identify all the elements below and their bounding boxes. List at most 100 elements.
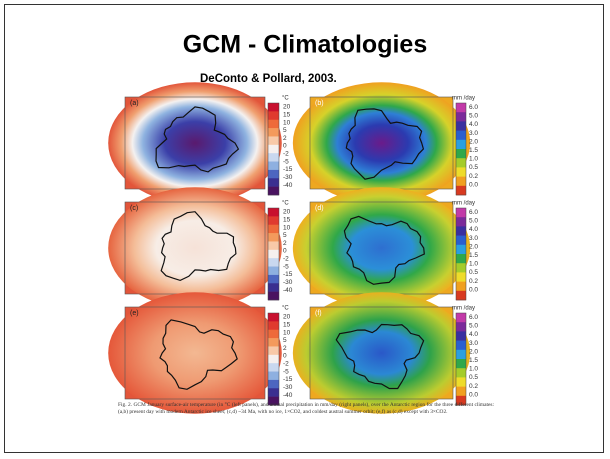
scale-label: 10: [283, 119, 291, 126]
scale-label: 20: [283, 104, 291, 111]
panel-label: (d): [315, 205, 324, 212]
colorbar-band: [268, 388, 279, 397]
colorbar-band: [268, 355, 279, 364]
colorbar-band: [268, 136, 279, 145]
slide-subtitle: DeConto & Pollard, 2003.: [200, 73, 337, 85]
colorbar-band: [268, 338, 279, 347]
panel-label: (f): [315, 310, 322, 317]
scale-label: 5.0: [469, 218, 478, 225]
slide-title: GCM - Climatologies: [183, 31, 427, 59]
colorbar-band: [456, 158, 466, 168]
scale-label: 5: [283, 127, 287, 134]
scale-label: 4.0: [469, 226, 478, 233]
scale-label: 0.2: [469, 383, 478, 390]
scale-label: 5: [283, 337, 287, 344]
colorbar-band: [268, 283, 279, 292]
unit-label: mm /day: [452, 201, 475, 207]
colorbar-band: [456, 291, 466, 301]
colorbar-band: [268, 321, 279, 330]
colorbar-band: [268, 208, 279, 217]
scale-label: 2.0: [469, 348, 478, 355]
scale-label: -2: [283, 151, 289, 158]
colorbar-band: [456, 140, 466, 150]
scale-label: 0: [283, 353, 287, 360]
colorbar-band: [456, 226, 466, 236]
scale-label: 6.0: [469, 209, 478, 216]
colorbar-band: [268, 153, 279, 162]
scale-label: -15: [283, 376, 293, 383]
unit-label: °C: [282, 306, 289, 312]
colorbar-band: [456, 272, 466, 282]
scale-label: 4.0: [469, 331, 478, 338]
panel-label: (b): [315, 100, 324, 107]
scale-label: 0.2: [469, 173, 478, 180]
colorbar-band: [268, 128, 279, 137]
scale-label: 0: [283, 248, 287, 255]
scale-label: 5.0: [469, 323, 478, 330]
colorbar-band: [456, 245, 466, 255]
scale-label: 5: [283, 232, 287, 239]
scale-label: -40: [283, 287, 293, 294]
scale-label: 4.0: [469, 121, 478, 128]
colorbar-band: [268, 250, 279, 259]
colorbar-band: [268, 162, 279, 171]
colorbar-band: [268, 103, 279, 112]
scale-label: 0.5: [469, 164, 478, 171]
panel-label: (c): [130, 205, 138, 212]
colorbar-band: [268, 292, 279, 301]
scale-label: -30: [283, 384, 293, 391]
scale-label: 1.0: [469, 156, 478, 163]
scale-label: -30: [283, 174, 293, 181]
colorbar-band: [268, 233, 279, 242]
scale-label: 0.0: [469, 286, 478, 293]
colorbar-band: [268, 111, 279, 120]
scale-label: 0.5: [469, 374, 478, 381]
scale-label: -2: [283, 256, 289, 263]
colorbar-band: [456, 359, 466, 369]
scale-label: 2.0: [469, 243, 478, 250]
panel-label: (e): [130, 310, 139, 317]
colorbar-band: [456, 208, 466, 218]
colorbar-band: [268, 216, 279, 225]
colorbar-band: [456, 331, 466, 341]
colorbar-band: [268, 380, 279, 389]
scale-label: 5.0: [469, 113, 478, 120]
unit-label: mm /day: [452, 306, 475, 312]
colorbar-band: [456, 282, 466, 292]
colorbar-band: [456, 350, 466, 360]
scale-label: -5: [283, 368, 289, 375]
colorbar-band: [268, 372, 279, 381]
colorbar-band: [456, 103, 466, 113]
colorbar-band: [268, 267, 279, 276]
colorbar-band: [456, 217, 466, 227]
colorbar-band: [456, 167, 466, 177]
scale-label: -5: [283, 158, 289, 165]
scale-label: 2.0: [469, 138, 478, 145]
colorbar-band: [456, 313, 466, 323]
scale-label: 0.2: [469, 278, 478, 285]
colorbar-band: [268, 145, 279, 154]
scale-label: 3.0: [469, 340, 478, 347]
colorbar-band: [268, 330, 279, 339]
scale-label: 1.0: [469, 261, 478, 268]
scale-label: 10: [283, 224, 291, 231]
scale-label: 6.0: [469, 314, 478, 321]
colorbar-band: [456, 121, 466, 130]
scale-label: 20: [283, 314, 291, 321]
colorbar-band: [268, 225, 279, 234]
colorbar-band: [456, 254, 466, 264]
scale-label: -2: [283, 361, 289, 368]
colorbar-band: [456, 149, 466, 159]
scale-label: 3.0: [469, 130, 478, 137]
scale-label: -5: [283, 263, 289, 270]
colorbar-band: [456, 387, 466, 397]
unit-label: °C: [282, 201, 289, 207]
colorbar-band: [268, 187, 279, 196]
scale-label: -15: [283, 166, 293, 173]
colorbar-band: [268, 120, 279, 129]
scale-label: 2: [283, 240, 287, 247]
scale-label: 0.0: [469, 391, 478, 398]
scale-label: 6.0: [469, 104, 478, 111]
scale-label: -40: [283, 182, 293, 189]
colorbar-band: [456, 177, 466, 187]
